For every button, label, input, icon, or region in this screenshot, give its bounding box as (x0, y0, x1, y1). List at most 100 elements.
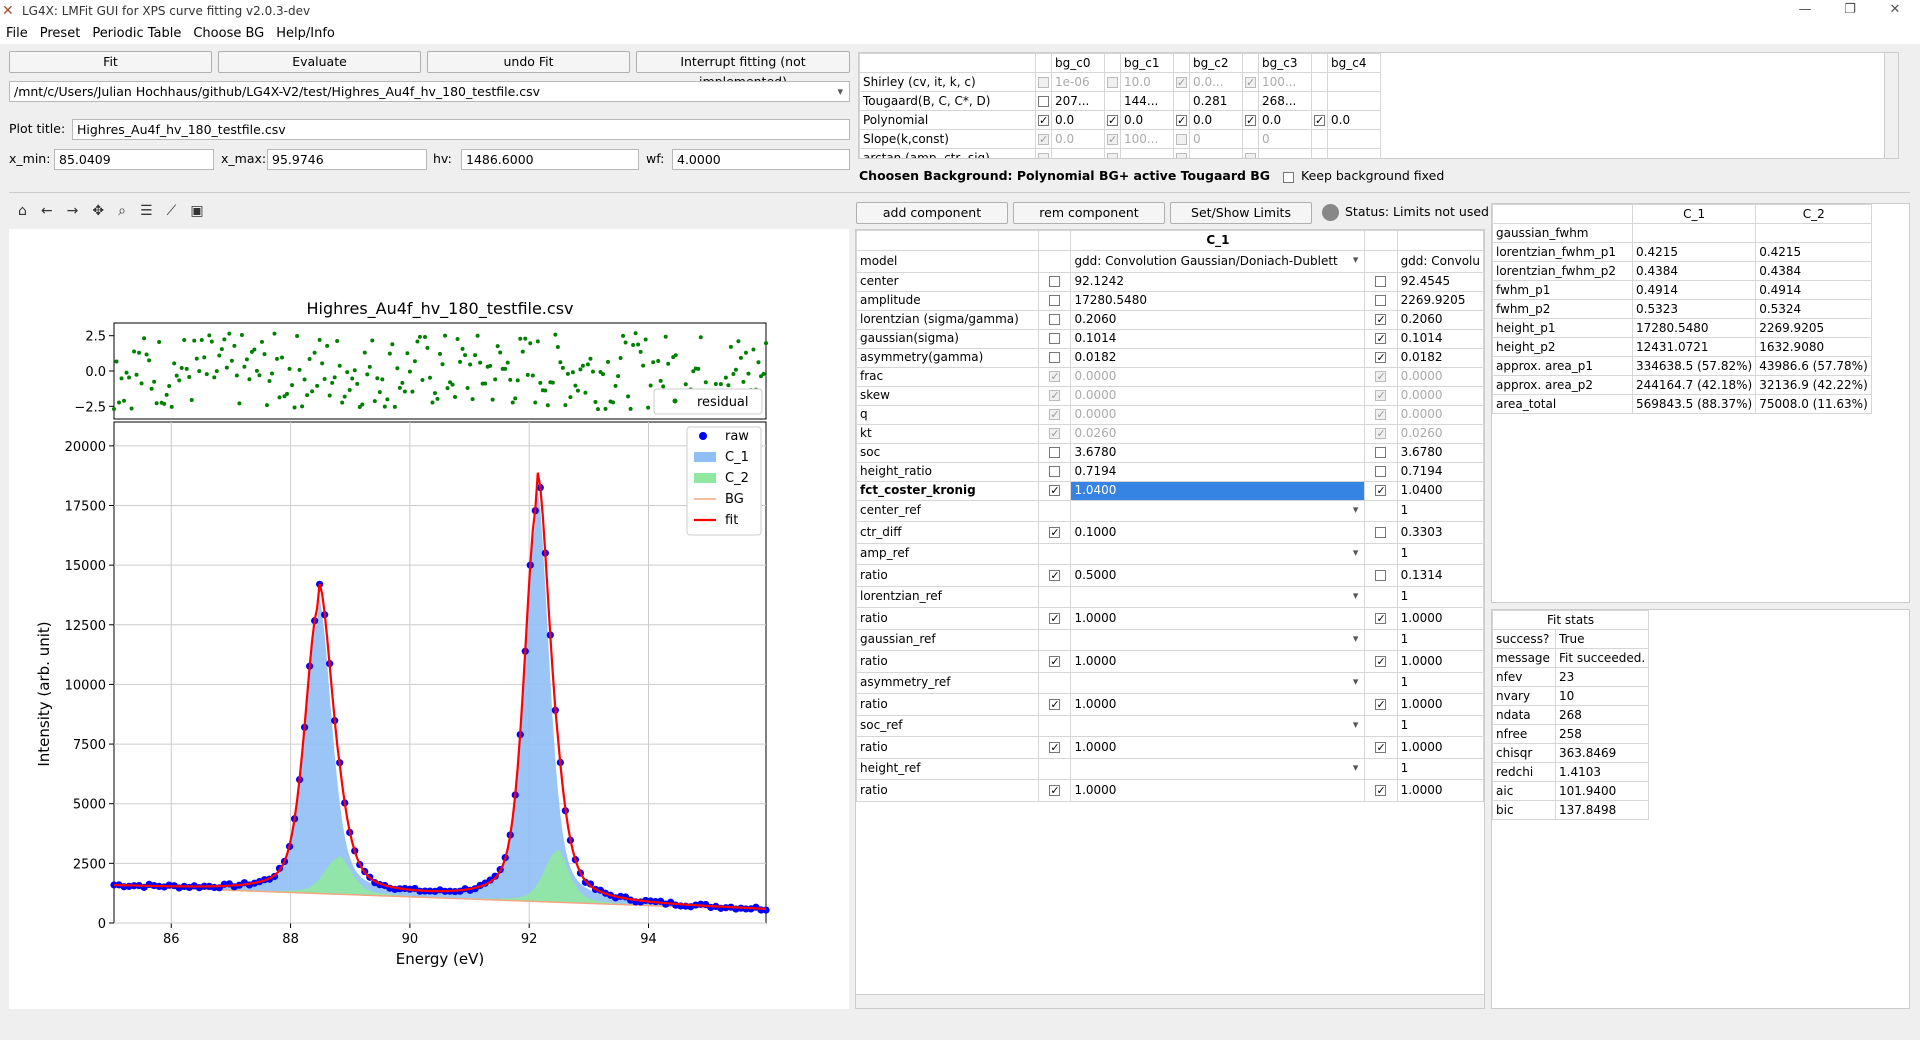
checkbox[interactable] (1176, 152, 1187, 158)
checkbox[interactable] (1375, 610, 1387, 627)
checkbox[interactable] (1245, 112, 1256, 129)
undo-fit-button[interactable]: undo Fit (427, 51, 630, 73)
checkbox[interactable] (1049, 482, 1061, 499)
checkbox[interactable] (1176, 74, 1187, 91)
checkbox[interactable] (1375, 569, 1387, 581)
param-value-c2[interactable]: 1.0000 (1396, 693, 1484, 716)
checkbox[interactable] (1049, 466, 1061, 477)
param-value[interactable]: 1.0000 (1070, 607, 1366, 630)
checkbox[interactable] (1375, 696, 1387, 713)
param-value[interactable]: 0.7194 (1070, 461, 1366, 482)
param-value[interactable]: 0.5000 (1070, 564, 1366, 587)
bg-value-cell[interactable]: 0.281 (1189, 91, 1243, 111)
param-combo-c2[interactable]: 1 (1396, 542, 1484, 565)
checkbox[interactable] (1049, 610, 1061, 627)
bg-scrollbar[interactable] (1884, 53, 1898, 158)
checkbox[interactable] (1176, 133, 1187, 145)
param-combo-c2[interactable]: 1 (1396, 628, 1484, 651)
checkbox[interactable] (1375, 425, 1387, 442)
param-combo[interactable] (1070, 628, 1366, 651)
checkbox[interactable] (1375, 295, 1387, 306)
param-combo-c2[interactable]: 1 (1396, 499, 1484, 522)
checkbox[interactable] (1375, 368, 1387, 385)
checkbox[interactable] (1038, 152, 1049, 158)
bg-value-cell[interactable]: 100... (1258, 72, 1312, 92)
checkbox[interactable] (1049, 782, 1061, 799)
param-combo-c2[interactable]: 1 (1396, 757, 1484, 780)
bg-value-cell[interactable]: 0.0 (1258, 110, 1312, 130)
param-value-c2[interactable]: 1.0000 (1396, 736, 1484, 759)
checkbox[interactable] (1245, 74, 1256, 91)
param-value-c2[interactable]: 0.7194 (1396, 461, 1484, 482)
checkbox[interactable] (1049, 447, 1061, 458)
bg-value-cell[interactable] (1120, 148, 1174, 158)
edit-axis-icon[interactable]: ⟋ (166, 203, 177, 219)
plot-title-input[interactable]: Highres_Au4f_hv_180_testfile.csv (72, 119, 850, 140)
bg-value-cell[interactable]: 0.0 (1189, 110, 1243, 130)
checkbox[interactable] (1049, 696, 1061, 713)
param-value[interactable]: 1.0000 (1070, 779, 1366, 802)
checkbox[interactable] (1049, 276, 1061, 287)
param-value-c2[interactable]: 0.0000 (1396, 404, 1484, 425)
param-value[interactable]: 0.0000 (1070, 404, 1366, 425)
xmin-input[interactable]: 85.0409 (54, 149, 214, 170)
param-combo-c2[interactable]: gdd: Convolu (1396, 250, 1484, 273)
param-combo[interactable]: gdd: Convolution Gaussian/Doniach-Dublet… (1070, 250, 1366, 273)
param-value-c2[interactable]: 1.0000 (1396, 607, 1484, 630)
param-combo-c2[interactable]: 1 (1396, 714, 1484, 737)
bg-value-cell[interactable]: 0 (1258, 129, 1312, 149)
checkbox[interactable] (1176, 112, 1187, 129)
checkbox[interactable] (1107, 152, 1118, 158)
param-value[interactable]: 17280.5480 (1070, 290, 1366, 311)
home-icon[interactable]: ⌂ (18, 203, 27, 219)
param-value-c2[interactable]: 0.2060 (1396, 309, 1484, 330)
param-value-c2[interactable]: 1.0000 (1396, 650, 1484, 673)
param-combo[interactable] (1070, 757, 1366, 780)
bg-value-cell[interactable]: 0.0 (1327, 110, 1381, 130)
bg-value-cell[interactable]: 0.0 (1120, 110, 1174, 130)
set-limits-button[interactable]: Set/Show Limits (1170, 202, 1312, 224)
checkbox[interactable] (1049, 352, 1061, 363)
interrupt-button[interactable]: Interrupt fitting (not implemented) (636, 51, 850, 89)
bg-value-cell[interactable]: 207... (1051, 91, 1105, 111)
checkbox[interactable] (1107, 131, 1118, 148)
param-value[interactable]: 0.0182 (1070, 347, 1366, 368)
checkbox[interactable] (1107, 76, 1118, 88)
pan-icon[interactable]: ✥ (92, 203, 105, 219)
checkbox[interactable] (1375, 653, 1387, 670)
checkbox[interactable] (1049, 567, 1061, 584)
checkbox[interactable] (1049, 333, 1061, 344)
param-value[interactable]: 1.0400 (1070, 480, 1366, 501)
param-value[interactable]: 1.0000 (1070, 736, 1366, 759)
param-value[interactable]: 92.1242 (1070, 271, 1366, 292)
component-hscrollbar[interactable] (856, 994, 1484, 1008)
restore-icon[interactable]: ❐ (1844, 2, 1856, 17)
checkbox[interactable] (1245, 152, 1256, 158)
checkbox[interactable] (1049, 368, 1061, 385)
checkbox[interactable] (1375, 330, 1387, 347)
bg-value-cell[interactable] (1327, 91, 1381, 111)
menu-preset[interactable]: Preset (39, 25, 81, 41)
bg-value-cell[interactable]: 0.0... (1189, 72, 1243, 92)
param-value[interactable]: 3.6780 (1070, 442, 1366, 463)
checkbox[interactable] (1038, 112, 1049, 129)
checkbox[interactable] (1375, 466, 1387, 477)
checkbox[interactable] (1049, 653, 1061, 670)
forward-arrow-icon[interactable]: → (66, 203, 79, 219)
bg-value-cell[interactable] (1327, 129, 1381, 149)
checkbox[interactable] (1375, 782, 1387, 799)
param-combo[interactable] (1070, 585, 1366, 608)
bg-value-cell[interactable]: 268... (1258, 91, 1312, 111)
param-value[interactable]: 0.0260 (1070, 423, 1366, 444)
param-value-c2[interactable]: 1.0400 (1396, 480, 1484, 501)
checkbox[interactable] (1375, 739, 1387, 756)
checkbox[interactable] (1375, 482, 1387, 499)
param-value[interactable]: 0.2060 (1070, 309, 1366, 330)
param-value-c2[interactable]: 0.0260 (1396, 423, 1484, 444)
checkbox[interactable] (1038, 76, 1049, 88)
param-value-c2[interactable]: 0.0000 (1396, 366, 1484, 387)
param-combo-c2[interactable]: 1 (1396, 671, 1484, 694)
checkbox[interactable] (1049, 524, 1061, 541)
checkbox[interactable] (1107, 112, 1118, 129)
param-value-c2[interactable]: 1.0000 (1396, 779, 1484, 802)
